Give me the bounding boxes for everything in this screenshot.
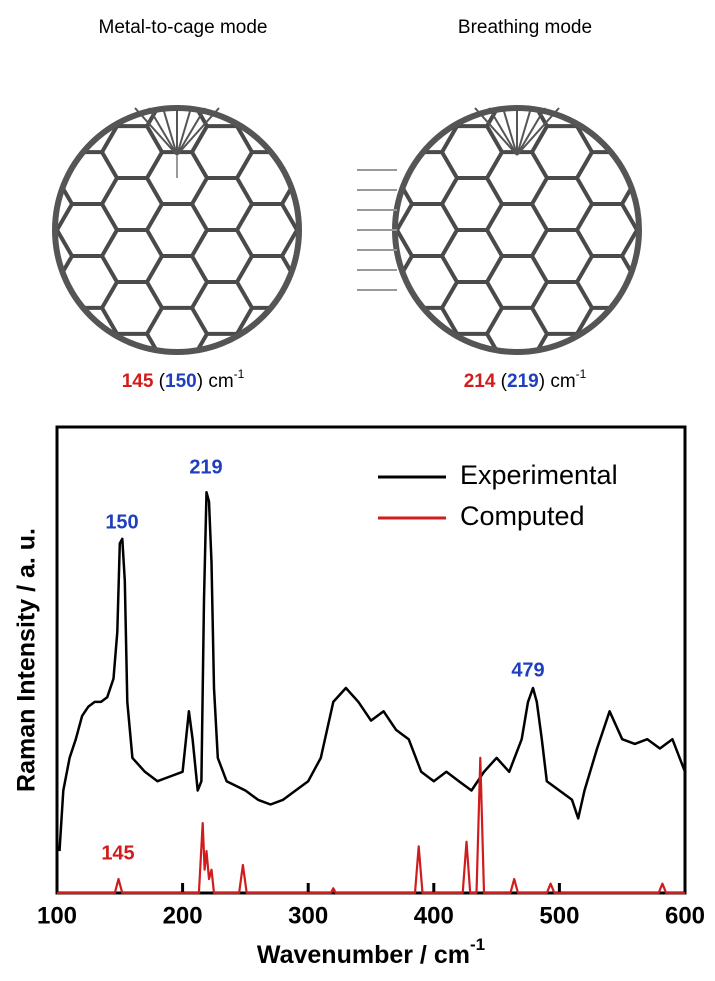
legend-label: Experimental: [460, 460, 618, 490]
x-axis-label-text: Wavenumber / cm: [257, 941, 470, 969]
chart: 100 200 300 400 500 600 Wavenumber / cm-1 Raman…: [13, 427, 705, 969]
plot-frame: [57, 427, 685, 893]
cone-bond: [517, 108, 545, 155]
x-tick-label: 500: [539, 902, 579, 929]
bracket: ): [539, 371, 551, 392]
x-tick-label: 100: [37, 902, 77, 929]
x-tick-label: 300: [288, 902, 328, 929]
series-line: [60, 492, 686, 851]
unit: cm: [550, 371, 575, 392]
x-axis-label: Wavenumber / cm-1: [257, 935, 485, 968]
x-tick-label: 200: [163, 902, 203, 929]
peak-label: 479: [511, 659, 544, 681]
cone-bond: [489, 108, 517, 155]
computed-frequency: 145: [122, 371, 154, 392]
peak-label: 219: [189, 456, 222, 478]
figure: Metal-to-cage mode Breathing mode 145 (1…: [0, 0, 715, 981]
bracket: (: [153, 371, 165, 392]
x-tick-label: 400: [414, 902, 454, 929]
cages: [0, 0, 715, 594]
frequency-label: 214 (219) cm-1: [464, 367, 587, 392]
y-axis-label: Raman Intensity / a. u.: [13, 528, 41, 792]
mode-title: Breathing mode: [458, 17, 592, 38]
peak-label: 150: [105, 511, 138, 533]
unit-superscript: -1: [576, 367, 587, 381]
unit-superscript: -1: [234, 367, 245, 381]
peak-label: 145: [101, 842, 134, 864]
frequency-label: 145 (150) cm-1: [122, 367, 245, 392]
experimental-frequency: 150: [165, 371, 197, 392]
x-tick-label: 600: [665, 902, 705, 929]
experimental-frequency: 219: [507, 371, 539, 392]
unit: cm: [208, 371, 233, 392]
x-axis-label-superscript: -1: [470, 935, 485, 954]
legend-label: Computed: [460, 501, 585, 531]
cone-bond: [149, 108, 177, 155]
cone-bond: [177, 108, 205, 155]
bracket: (: [495, 371, 507, 392]
bracket: ): [197, 371, 209, 392]
mode-title: Metal-to-cage mode: [99, 17, 268, 38]
computed-frequency: 214: [464, 371, 496, 392]
series-line: [57, 758, 685, 893]
